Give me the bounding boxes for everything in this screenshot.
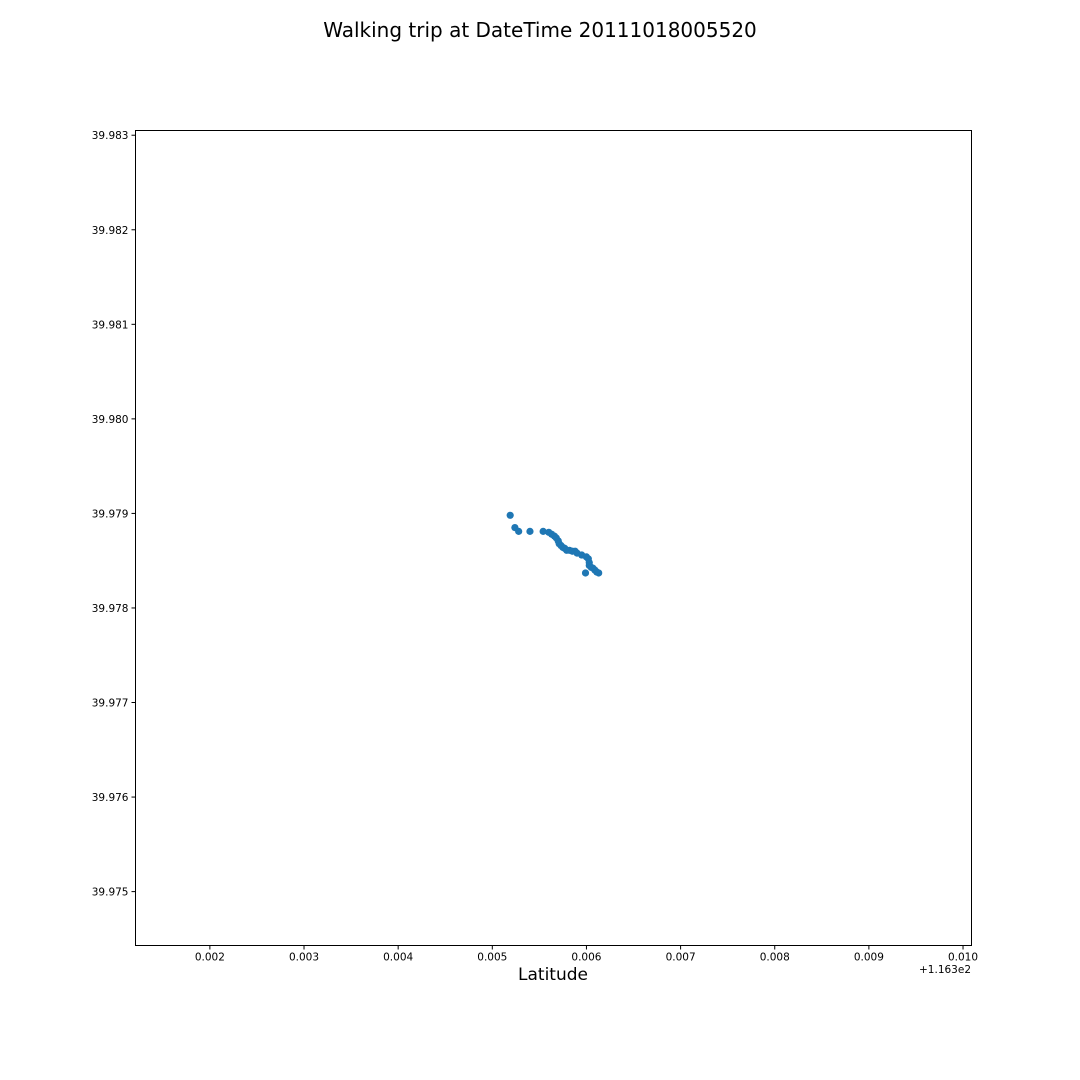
y-tick-label: 39.978	[92, 603, 129, 615]
y-tick-label: 39.982	[92, 225, 129, 237]
x-tick-label: 0.009	[854, 952, 884, 964]
x-axis: 0.002 0.003 0.004 0.005 0.006 0.007 0.008 0.009…	[195, 945, 978, 964]
y-tick-label: 39.983	[92, 130, 129, 142]
x-tick-label: 0.003	[289, 952, 319, 964]
data-point	[515, 527, 523, 535]
y-tick-label: 39.975	[92, 887, 129, 899]
y-tick-label: 39.979	[92, 508, 129, 520]
data-point	[581, 569, 590, 577]
y-tick-label: 39.977	[92, 698, 129, 710]
plot-area-frame	[135, 130, 972, 946]
x-tick-label: 0.004	[383, 952, 413, 964]
data-point	[506, 511, 514, 519]
data-point	[595, 569, 603, 577]
chart-title: Walking trip at DateTime 20111018005520	[323, 18, 757, 42]
x-axis-label: Latitude	[518, 965, 588, 985]
y-tick-label: 39.981	[92, 319, 129, 331]
x-tick-label: 0.007	[666, 952, 696, 964]
data-point	[539, 527, 547, 535]
x-axis-offset-label: +1.163e2	[919, 964, 971, 976]
data-point	[526, 527, 534, 535]
points-layer	[506, 511, 603, 577]
x-tick-label: 0.006	[571, 952, 601, 964]
x-tick-label: 0.002	[195, 952, 225, 964]
y-tick-label: 39.976	[92, 792, 129, 804]
x-tick-label: 0.005	[477, 952, 507, 964]
x-tick-label: 0.010	[948, 952, 978, 964]
y-axis: 39.975 39.976 39.977 39.978 39.979 39.980 39.9…	[92, 130, 136, 899]
x-tick-label: 0.008	[760, 952, 790, 964]
y-tick-label: 39.980	[92, 414, 129, 426]
